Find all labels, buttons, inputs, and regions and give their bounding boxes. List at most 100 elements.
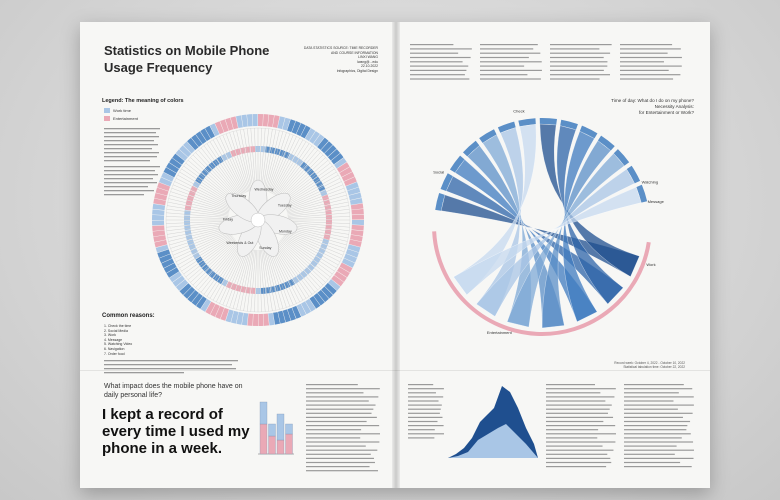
spoke (181, 168, 234, 204)
ring-segment (334, 157, 347, 169)
source-line: Infographics, Digital Design (336, 68, 378, 73)
spoke (172, 231, 231, 256)
spoke (169, 227, 230, 246)
chord-label: Check (513, 108, 524, 113)
spoke (254, 249, 258, 312)
text-line (624, 416, 683, 418)
spoke (287, 220, 350, 224)
spoke (203, 145, 241, 196)
text-line (546, 408, 610, 410)
text-line (306, 441, 380, 443)
text-line (408, 437, 435, 439)
spoke (177, 234, 232, 266)
ring-segment (339, 167, 353, 177)
chord-label: Watching (642, 179, 659, 184)
radial-label: Friday (223, 218, 233, 222)
ring-segment (309, 131, 320, 144)
text-line (546, 466, 607, 468)
ring-segment (277, 310, 286, 324)
spoke (190, 157, 237, 200)
text-line (620, 56, 682, 59)
text-line (546, 445, 603, 447)
spoke (276, 243, 316, 293)
text-line (408, 404, 442, 406)
text-line (624, 429, 687, 431)
spoke (206, 244, 242, 297)
spokes (166, 128, 350, 312)
spoke (239, 129, 253, 191)
spoke (192, 154, 237, 199)
common-reasons-heading: Common reasons: (102, 313, 155, 319)
ring-segment (215, 306, 225, 319)
ring-segment (317, 137, 329, 150)
spoke (287, 201, 349, 215)
spoke (285, 232, 342, 259)
area-chart (448, 386, 538, 458)
text-line (410, 69, 467, 71)
text-line (546, 437, 598, 439)
spoke (268, 133, 291, 192)
chord-label: Work (646, 262, 655, 267)
ring-segment (152, 225, 165, 232)
ring-segment (201, 168, 209, 177)
text-line (306, 412, 372, 414)
radial-label: Weekends & Out (226, 241, 253, 245)
spoke (167, 225, 229, 239)
ring-segment (220, 307, 229, 321)
spoke (172, 184, 231, 209)
ring-segment (282, 117, 291, 131)
ring-segment (306, 168, 315, 176)
ring-segment (334, 271, 347, 282)
radial-label: Monday (279, 229, 292, 233)
legend-item-work: Work time (104, 108, 131, 114)
spoke (277, 242, 318, 291)
text-line (620, 65, 682, 67)
ring-segment (348, 192, 362, 201)
text-line (408, 412, 440, 414)
text-line (546, 388, 616, 390)
ring-segment (321, 286, 333, 299)
spoke (177, 174, 232, 206)
spoke (174, 181, 231, 208)
intro-text-block (104, 128, 160, 196)
chord-group-arc (539, 118, 557, 125)
text-line (624, 445, 677, 447)
spoke (282, 168, 335, 204)
spoke (279, 240, 326, 283)
spoke (183, 165, 234, 203)
spoke (286, 230, 345, 253)
spoke (166, 208, 229, 217)
ring-segment (273, 311, 281, 325)
ring-segment (183, 141, 195, 154)
ring-segment (318, 247, 326, 255)
ring-segment (240, 286, 247, 293)
summary-text-block (104, 360, 238, 374)
ring-segment (317, 289, 329, 303)
chord-diagram: Check Social Watching Message Work Entertainm… (432, 108, 665, 336)
list-item: 6. Navigation (104, 346, 125, 351)
list-item: 4. Message (104, 337, 123, 342)
ring-segment (287, 307, 296, 321)
chord-group-arc (462, 140, 480, 157)
ring-segment (255, 146, 261, 153)
chord-ribbon (556, 125, 624, 305)
chord-group-arc (626, 165, 641, 184)
ring-segment (155, 244, 169, 253)
ring-segment (260, 146, 266, 153)
ring-segment (185, 200, 193, 206)
spoke (287, 225, 349, 239)
text-line (408, 425, 444, 427)
bottom-text-column (306, 384, 380, 472)
ring-segment (191, 134, 203, 147)
ring-segment (328, 279, 341, 291)
spoke (166, 222, 229, 228)
text-line (410, 61, 463, 63)
ring-segment (255, 287, 261, 294)
ring-segment (348, 239, 362, 248)
question-heading: What impact does the mobile phone have o… (104, 383, 243, 399)
source-line: 22.10.2022 (361, 64, 378, 69)
text-line (624, 408, 678, 410)
spoke (282, 236, 335, 272)
list-item: 2. Social Media (104, 328, 128, 333)
text-line (306, 466, 370, 468)
